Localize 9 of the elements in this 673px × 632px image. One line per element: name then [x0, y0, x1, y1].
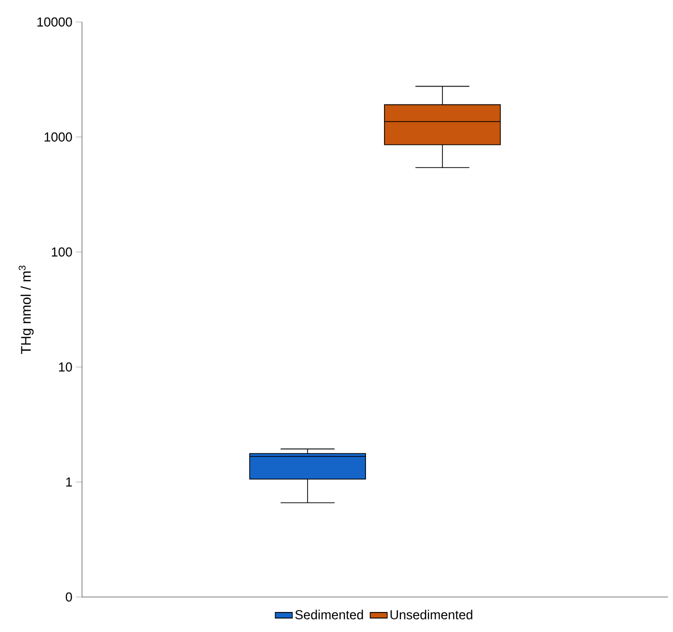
y-tick-label: 10000: [37, 17, 72, 27]
y-axis-title: THg nmol / m$^{3}$: [18, 266, 34, 354]
y-tick-label: 100: [52, 247, 72, 257]
legend-label: Sedimented: [295, 610, 363, 620]
legend-label: Unsedimented: [390, 610, 472, 620]
y-tick-label: 10: [59, 362, 72, 372]
y-tick-label: 1: [66, 478, 72, 486]
y-tick-label: 0: [66, 592, 72, 602]
y-tick-label: 1000: [44, 132, 72, 142]
